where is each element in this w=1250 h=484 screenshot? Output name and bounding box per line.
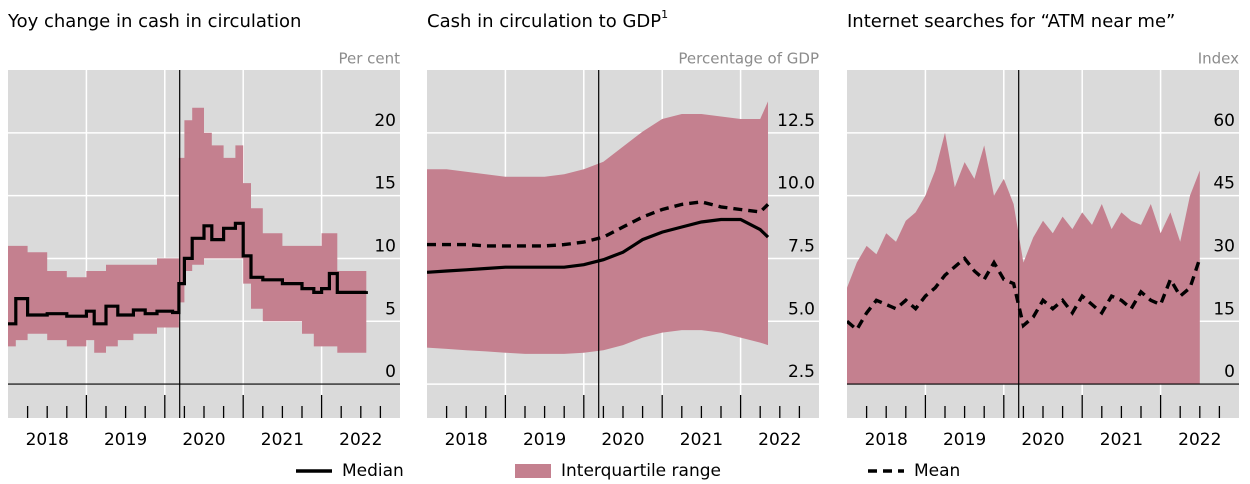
x-tick-label: 2018 [445, 430, 488, 450]
x-tick-label: 2019 [523, 430, 566, 450]
median-line [8, 221, 368, 326]
y-tick-label: 20 [374, 111, 396, 131]
y-tick-label: 0 [385, 362, 396, 382]
x-tick-label: 2021 [680, 430, 723, 450]
chart-title: Cash in circulation to GDP1 [427, 8, 668, 32]
unit-label: Percentage of GDP [678, 50, 819, 68]
median-line [427, 217, 770, 274]
chart-title: Yoy change in cash in circulation [7, 11, 301, 32]
plot [8, 70, 400, 418]
x-tick-label: 2018 [26, 430, 69, 450]
title-text: Cash in circulation to GDP [427, 11, 661, 32]
unit-label: Per cent [338, 50, 400, 68]
legend-label: Mean [914, 461, 960, 481]
unit-label: Index [1198, 50, 1239, 68]
y-tick-label: 2.5 [788, 362, 815, 382]
y-tick-label: 5.0 [788, 299, 815, 319]
iqr-band [427, 101, 768, 354]
legend-label: Median [342, 461, 404, 481]
x-tick-label: 2021 [261, 430, 304, 450]
x-tick-label: 2020 [1021, 430, 1064, 450]
plot [427, 70, 819, 418]
iqr-band [8, 107, 367, 353]
y-tick-label: 45 [1213, 174, 1235, 194]
x-tick-label: 2021 [1100, 430, 1143, 450]
y-tick-label: 15 [1213, 299, 1235, 319]
x-tick-label: 2020 [182, 430, 225, 450]
y-tick-label: 0 [1224, 362, 1235, 382]
mean-line [847, 255, 1202, 333]
x-tick-label: 2018 [865, 430, 908, 450]
y-tick-label: 10.0 [777, 174, 815, 194]
title-note: 1 [661, 8, 668, 21]
x-tick-label: 2020 [601, 430, 644, 450]
y-tick-label: 5 [385, 299, 396, 319]
plot [847, 70, 1239, 418]
x-tick-label: 2022 [758, 430, 801, 450]
legend-label: Interquartile range [561, 461, 721, 481]
y-tick-label: 7.5 [788, 236, 815, 256]
x-tick-label: 2022 [339, 430, 382, 450]
chart-title: Internet searches for “ATM near me” [847, 11, 1175, 32]
legend-swatch [515, 464, 551, 478]
y-tick-label: 60 [1213, 111, 1235, 131]
y-tick-label: 30 [1213, 236, 1235, 256]
iqr-area [847, 132, 1200, 385]
y-tick-label: 10 [374, 236, 396, 256]
x-tick-label: 2022 [1178, 430, 1221, 450]
y-tick-label: 12.5 [777, 111, 815, 131]
mean-line [427, 200, 770, 248]
y-tick-label: 15 [374, 174, 396, 194]
x-tick-label: 2019 [943, 430, 986, 450]
x-tick-label: 2019 [104, 430, 147, 450]
